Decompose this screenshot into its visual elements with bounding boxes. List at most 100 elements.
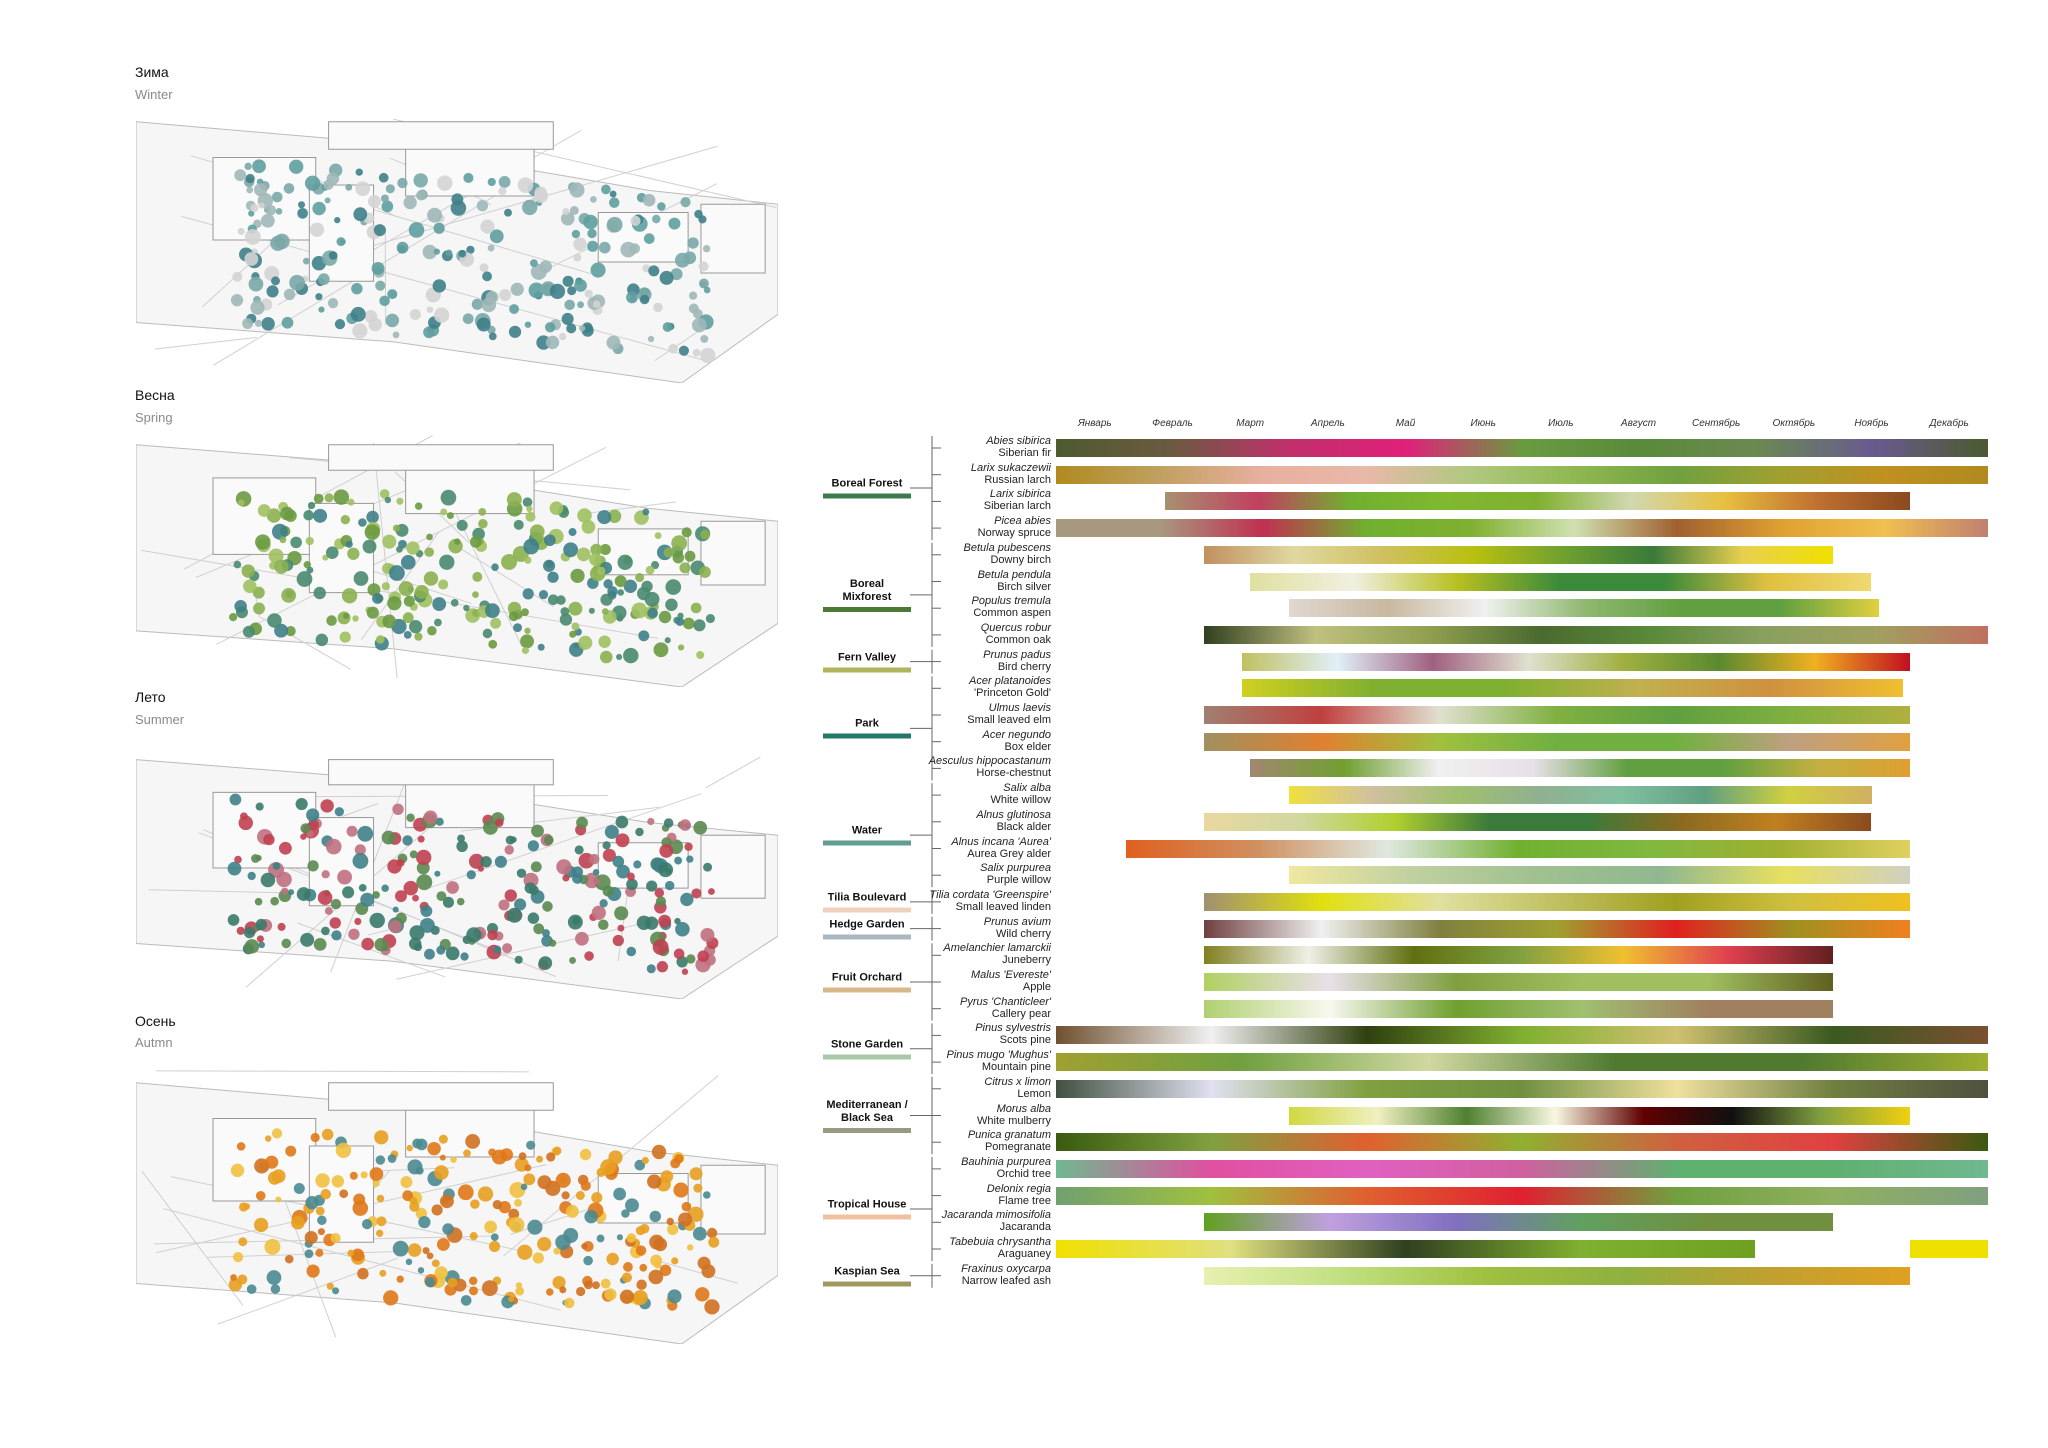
illustration-shape [254,319,263,327]
illustration-shape [600,1278,611,1289]
illustration-shape [658,914,672,928]
group-name: Fruit Orchard [831,971,903,984]
illustration-shape [375,1155,386,1165]
illustration-shape [559,613,573,626]
illustration-shape [409,925,425,941]
illustration-shape [476,317,491,332]
illustration-shape [347,1249,355,1257]
illustration-shape [400,1176,413,1188]
illustration-shape [310,1132,320,1143]
illustration-shape [530,861,542,873]
group-name: Boreal Mixforest [842,577,892,603]
latin-name: Bauhinia purpurea [961,1155,1051,1168]
illustration-shape [488,1240,501,1253]
illustration-shape [523,1173,536,1186]
illustration-shape [387,596,402,611]
group-label: Stone Garden [822,1038,912,1060]
illustration-shape [698,215,707,224]
illustration-shape [255,854,262,862]
phenology-bar [1203,999,1833,1018]
illustration-shape [615,833,630,848]
illustration-shape [529,259,538,268]
illustration-shape [416,849,432,866]
illustration-shape [326,615,337,626]
illustration-shape [331,1175,345,1188]
illustration-shape [439,554,455,570]
illustration-shape [434,1165,449,1180]
latin-name: Prunus padus [983,648,1051,661]
illustration-shape [491,563,499,571]
illustration-shape [313,937,327,951]
phenology-bar [1056,1079,1988,1098]
illustration-shape [427,625,437,636]
phenology-bar [1056,1240,1755,1258]
illustration-shape [227,861,242,876]
latin-name: Acer platanoides [969,675,1051,688]
illustration-shape [385,313,400,328]
group-swatch [823,733,911,739]
illustration-shape [415,1166,424,1175]
illustration-shape [253,602,265,615]
illustration-shape [684,550,696,562]
group-name: Fern Valley [837,651,897,664]
illustration-shape [617,589,624,596]
illustration-shape [340,515,351,525]
illustration-shape [275,1196,282,1203]
illustration-shape [427,1141,441,1156]
phenology-bar [1203,706,1911,724]
group-swatch [823,493,911,499]
phenology-bar [1056,439,1988,457]
illustration-shape [297,207,308,219]
illustration-shape [681,968,689,975]
illustration-shape [330,898,342,910]
illustration-shape [426,533,433,541]
illustration-shape [320,1188,331,1200]
illustration-shape [470,536,482,548]
illustration-shape [438,1134,448,1144]
summer-illustration [136,756,778,999]
illustration-shape [534,186,548,200]
illustration-shape [432,279,447,293]
illustration-shape [692,308,703,319]
phenology-bar [1203,1266,1911,1285]
illustration-shape [552,1146,562,1156]
latin-name: Tabebuia chrysantha [949,1236,1051,1248]
illustration-shape [378,172,389,183]
illustration-shape [254,183,268,197]
illustration-shape [584,1209,598,1224]
illustration-shape [700,529,710,540]
illustration-shape [459,547,554,608]
illustration-shape [487,244,495,252]
illustration-shape [598,241,611,254]
illustration-shape [392,906,399,913]
illustration-shape [647,1174,662,1189]
illustration-shape [376,1194,385,1203]
illustration-shape [493,945,502,954]
group-label: Fern Valley [822,651,912,673]
phenology-bar [1203,892,1911,911]
common-name: Birch silver [997,580,1051,593]
illustration-shape [397,177,408,189]
illustration-shape [243,579,257,594]
illustration-shape [271,276,280,286]
illustration-shape [271,1169,286,1183]
illustration-shape [601,184,611,195]
illustration-shape [230,1274,237,1281]
illustration-shape [283,183,295,194]
illustration-shape [325,546,339,560]
illustration-shape [331,930,342,941]
illustration-shape [357,825,374,842]
phenology-bar [1164,492,1911,511]
illustration-shape [526,1140,536,1150]
illustration-shape [416,874,433,891]
illustration-shape [675,617,685,626]
illustration-shape [433,248,440,255]
common-name: Araguaney [997,1248,1051,1260]
illustration-shape [538,956,553,970]
illustration-shape [650,1254,663,1267]
illustration-shape [315,633,329,647]
illustration-shape [569,182,585,198]
latin-name: Citrus x limon [984,1075,1051,1088]
illustration-shape [563,542,579,558]
illustration-shape [272,862,281,870]
